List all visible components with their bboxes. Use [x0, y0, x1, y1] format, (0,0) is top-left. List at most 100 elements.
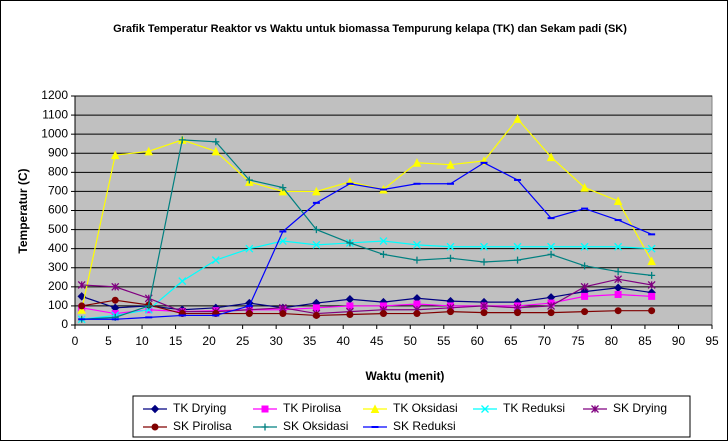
- x-tick-label: 90: [672, 334, 686, 348]
- marker: [514, 309, 522, 317]
- marker: [78, 302, 86, 310]
- y-tick-label: 400: [48, 241, 68, 255]
- x-tick-label: 20: [202, 334, 216, 348]
- y-tick-label: 900: [48, 145, 68, 159]
- y-tick-label: 300: [48, 260, 68, 274]
- marker: [346, 239, 354, 247]
- marker: [480, 301, 488, 310]
- marker: [151, 423, 159, 431]
- marker: [648, 292, 656, 300]
- marker: [346, 302, 354, 310]
- marker: [480, 242, 488, 251]
- x-tick-label: 50: [404, 334, 418, 348]
- marker: [513, 114, 522, 123]
- series-line: [81, 117, 653, 310]
- marker: [581, 292, 589, 300]
- series-line: [81, 240, 652, 320]
- marker: [581, 308, 589, 316]
- marker: [481, 405, 489, 413]
- marker: [178, 277, 187, 286]
- marker: [580, 282, 589, 291]
- x-tick-label: 25: [236, 334, 250, 348]
- marker: [648, 271, 656, 279]
- legend-box: [132, 395, 691, 438]
- x-tick-label: 95: [705, 334, 719, 348]
- x-tick-label: 45: [370, 334, 384, 348]
- marker: [547, 309, 555, 317]
- x-tick-label: 10: [135, 334, 149, 348]
- marker: [614, 290, 622, 298]
- y-tick-label: 600: [48, 203, 68, 217]
- marker: [370, 404, 380, 413]
- marker: [279, 184, 287, 192]
- series-line: [81, 162, 652, 320]
- y-tick-label: 1000: [41, 126, 68, 140]
- x-tick-label: 75: [571, 334, 585, 348]
- marker: [480, 309, 488, 317]
- y-tick-label: 500: [48, 222, 68, 236]
- legend-label: TK Drying: [173, 401, 226, 415]
- marker: [178, 136, 186, 144]
- marker: [446, 242, 455, 251]
- marker: [547, 242, 556, 251]
- marker: [614, 275, 623, 284]
- legend-label: SK Oksidasi: [283, 419, 348, 433]
- marker: [580, 182, 589, 192]
- y-tick-label: 0: [61, 317, 68, 331]
- y-tick-label: 1100: [42, 107, 68, 121]
- legend-label: TK Reduksi: [503, 401, 565, 415]
- y-tick-label: 800: [48, 165, 68, 179]
- y-tick-label: 200: [48, 279, 68, 293]
- marker: [279, 310, 287, 318]
- marker: [591, 405, 599, 413]
- marker: [581, 262, 589, 270]
- marker: [144, 146, 154, 156]
- marker: [547, 250, 555, 258]
- x-tick-label: 55: [437, 334, 451, 348]
- marker: [77, 280, 86, 289]
- marker: [379, 237, 388, 245]
- marker: [580, 242, 589, 251]
- marker: [446, 308, 454, 316]
- y-tick-label: 700: [48, 184, 68, 198]
- x-tick-label: 70: [538, 334, 552, 348]
- marker: [379, 250, 387, 258]
- legend-label: TK Pirolisa: [283, 401, 341, 415]
- marker: [111, 296, 119, 304]
- marker: [145, 302, 153, 310]
- x-tick-label: 65: [504, 334, 518, 348]
- marker: [261, 405, 269, 413]
- legend-label: TK Oksidasi: [393, 401, 458, 415]
- x-axis-label: Waktu (menit): [366, 369, 445, 383]
- y-axis-label: Temperatur (C): [16, 168, 30, 253]
- marker: [412, 158, 422, 167]
- marker: [413, 310, 421, 318]
- marker: [278, 237, 287, 245]
- x-tick-label: 15: [169, 334, 183, 348]
- marker: [150, 404, 160, 414]
- marker: [312, 304, 320, 312]
- marker: [446, 160, 455, 169]
- series-line: [81, 278, 652, 315]
- marker: [379, 310, 387, 318]
- x-tick-label: 0: [72, 334, 79, 348]
- y-tick-label: 100: [48, 298, 68, 312]
- marker: [312, 240, 321, 249]
- marker: [647, 244, 656, 253]
- x-tick-label: 40: [337, 334, 351, 348]
- marker: [346, 311, 354, 319]
- marker: [546, 152, 556, 162]
- marker: [547, 301, 556, 310]
- marker: [211, 146, 221, 156]
- marker: [245, 244, 254, 253]
- legend-label: SK Reduksi: [393, 419, 456, 433]
- marker: [245, 310, 253, 318]
- series-line: [81, 293, 652, 315]
- marker: [245, 176, 253, 184]
- marker: [614, 307, 622, 315]
- marker: [514, 256, 522, 264]
- marker: [312, 186, 321, 196]
- marker: [648, 307, 656, 315]
